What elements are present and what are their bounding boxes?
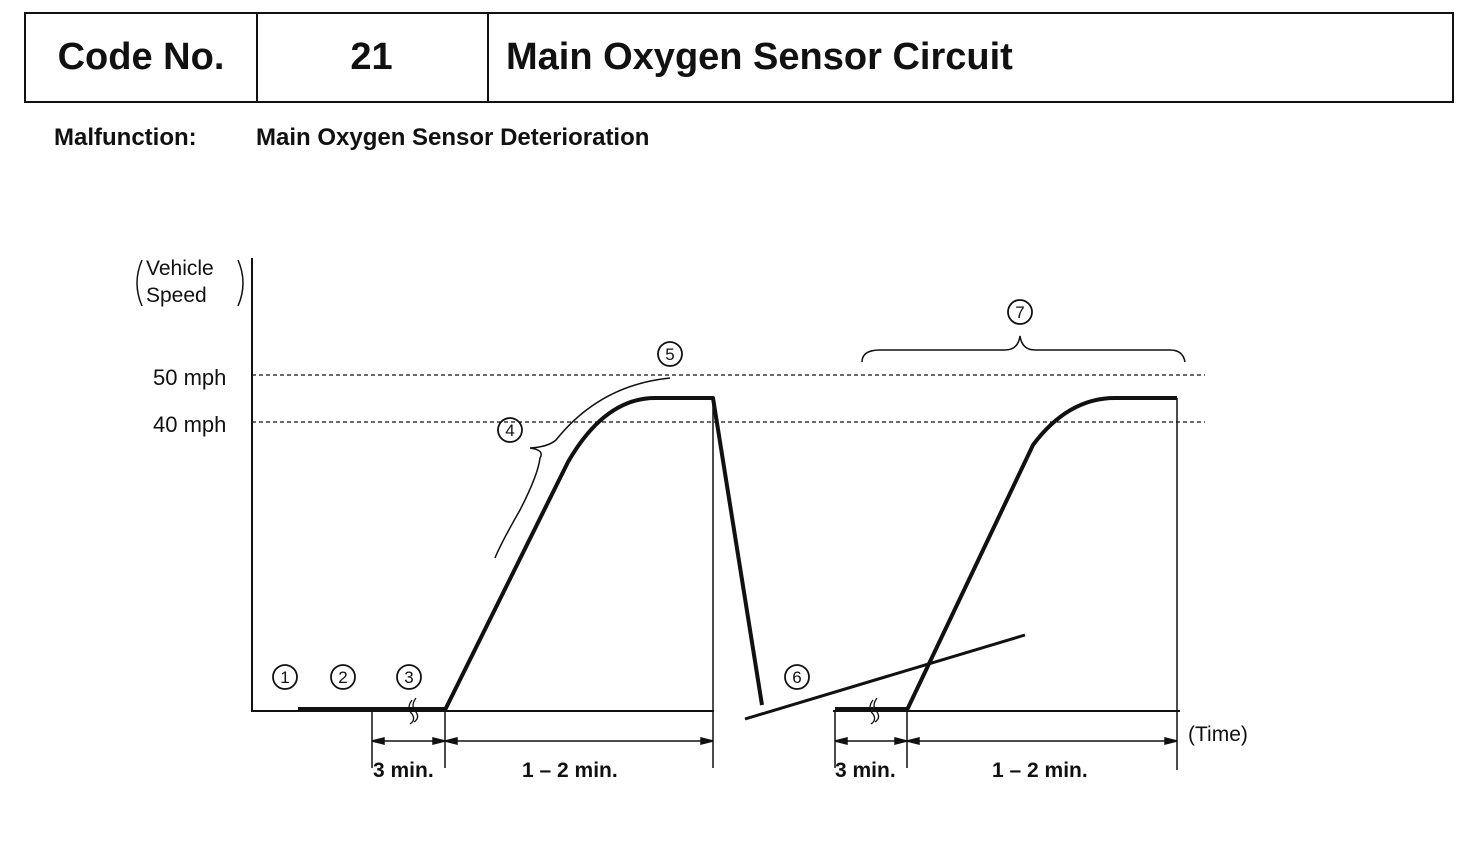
- duration-label: 1 – 2 min.: [992, 759, 1088, 782]
- malfunction-value: Main Oxygen Sensor Deterioration: [256, 124, 650, 151]
- dimension-arrows: [371, 737, 1178, 745]
- y-axis-label: Speed: [146, 284, 207, 307]
- step-6-marker: 6: [784, 664, 810, 690]
- y-axis-label: Vehicle: [146, 257, 214, 280]
- step-4-marker: 4: [497, 417, 523, 443]
- duration-label: 3 min.: [373, 759, 434, 782]
- malfunction-label: Malfunction:: [54, 124, 197, 151]
- speed-curve-1: [443, 396, 764, 711]
- step-5-marker: 5: [657, 341, 683, 367]
- svg-text:5: 5: [665, 345, 674, 364]
- transition-line: [744, 633, 1026, 721]
- svg-text:2: 2: [338, 668, 347, 687]
- code-label: Code No.: [26, 14, 258, 101]
- step-7-marker: 7: [1007, 299, 1033, 325]
- 40-mph-label: 40 mph: [153, 412, 226, 437]
- code-value: 21: [256, 14, 489, 101]
- brace-step-4: [494, 377, 671, 559]
- brace-step-7: [861, 335, 1186, 363]
- paren-right: [237, 259, 244, 307]
- step-3-marker: 3: [396, 664, 422, 690]
- svg-text:4: 4: [505, 421, 514, 440]
- svg-text:6: 6: [792, 668, 801, 687]
- break-mark: [869, 697, 880, 725]
- svg-text:1: 1: [280, 668, 289, 687]
- 50-mph-label: 50 mph: [153, 365, 226, 390]
- duration-label: 1 – 2 min.: [522, 759, 618, 782]
- code-title: Main Oxygen Sensor Circuit: [506, 36, 1013, 78]
- duration-label: 3 min.: [835, 759, 896, 782]
- svg-text:3: 3: [404, 668, 413, 687]
- code-header-table: Code No. 21 Main Oxygen Sensor Circuit: [24, 12, 1454, 103]
- step-2-marker: 2: [330, 664, 356, 690]
- x-axis-label: (Time): [1188, 723, 1248, 746]
- break-mark: [408, 697, 419, 725]
- speed-curve-2: [905, 396, 1177, 711]
- step-1-marker: 1: [272, 664, 298, 690]
- paren-left: [136, 259, 143, 307]
- svg-text:7: 7: [1015, 303, 1024, 322]
